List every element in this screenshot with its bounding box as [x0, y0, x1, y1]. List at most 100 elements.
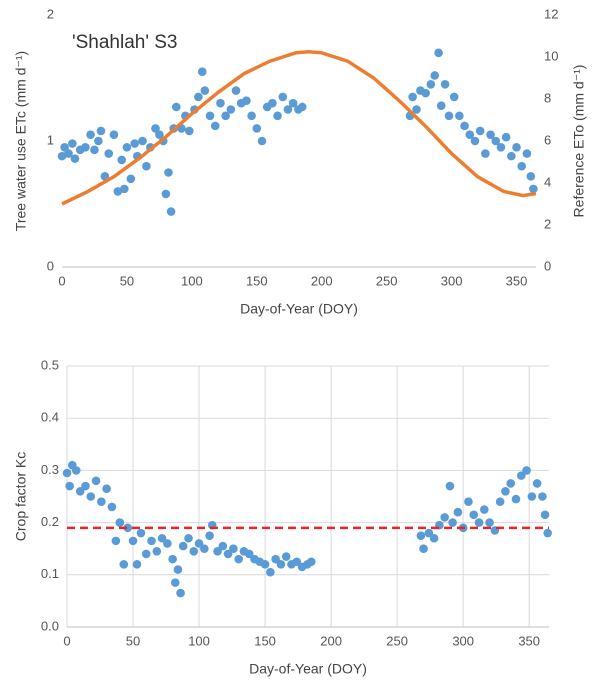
point [64, 149, 73, 158]
point [142, 161, 151, 171]
point [96, 126, 106, 136]
x-tick-label: 200 [320, 633, 342, 648]
point [205, 111, 215, 121]
y-tick-label: 0.1 [41, 566, 59, 581]
point [119, 560, 129, 569]
point [152, 547, 162, 556]
point [184, 126, 194, 136]
point [120, 184, 129, 194]
point [448, 518, 457, 527]
point [75, 486, 85, 496]
point [278, 92, 288, 102]
y2-tick-label: 0 [544, 258, 551, 273]
point [184, 533, 193, 543]
point [268, 98, 277, 108]
point [247, 111, 256, 121]
point [491, 136, 501, 146]
y2-tick-label: 2 [544, 216, 551, 231]
point [412, 105, 421, 114]
x-tick-label: 150 [246, 273, 268, 288]
y-axis-title: Crop factor Kc [13, 452, 29, 541]
point [71, 466, 81, 475]
point [113, 187, 123, 196]
x-tick-label: 350 [506, 273, 528, 288]
point [216, 98, 225, 108]
point [506, 479, 516, 488]
point [416, 531, 426, 540]
point [244, 549, 254, 559]
point [496, 143, 506, 152]
point [200, 86, 210, 95]
point [501, 132, 511, 142]
point [430, 71, 440, 80]
point [104, 149, 114, 158]
y-tick-label: 1 [47, 132, 54, 147]
point [507, 151, 516, 161]
point [210, 121, 220, 131]
point [94, 136, 103, 146]
point [107, 502, 117, 512]
point [283, 105, 293, 114]
x-tick-label: 250 [386, 633, 408, 648]
point [460, 121, 469, 131]
point [288, 98, 298, 108]
point [273, 111, 282, 121]
point [419, 544, 428, 553]
annotation: 'Shahlah' S3 [72, 32, 178, 53]
point [136, 528, 146, 538]
point [132, 560, 142, 569]
point [155, 130, 164, 139]
point [479, 505, 489, 514]
point [527, 492, 537, 501]
point [252, 124, 262, 133]
x-tick-label: 150 [254, 633, 276, 648]
point [421, 88, 430, 98]
point [123, 523, 133, 533]
point [86, 492, 96, 501]
point [213, 547, 222, 556]
point [465, 130, 475, 139]
point [197, 67, 207, 76]
point [102, 484, 111, 493]
point [445, 481, 455, 491]
point [57, 151, 67, 161]
point [234, 554, 243, 564]
y-tick-label: 0.3 [41, 462, 59, 477]
y2-tick-label: 6 [544, 132, 551, 147]
point [97, 497, 106, 507]
point [218, 541, 228, 551]
y-axis-title: Tree water use ETc (mm d⁻¹) [13, 51, 29, 231]
x-tick-label: 50 [120, 273, 134, 288]
point [297, 102, 307, 112]
y-tick-label: 0.0 [41, 618, 59, 633]
x-tick-label: 250 [376, 273, 398, 288]
point [543, 528, 552, 538]
point [170, 578, 180, 587]
point [532, 479, 542, 488]
point [512, 143, 521, 152]
y-tick-label: 0 [47, 258, 54, 273]
point [229, 544, 238, 553]
point [526, 171, 536, 181]
point [221, 111, 230, 121]
point [178, 541, 188, 551]
point [168, 554, 177, 564]
line [61, 49, 537, 206]
point [455, 111, 464, 121]
point [242, 96, 251, 105]
point [147, 536, 156, 546]
point [130, 139, 140, 148]
point [475, 126, 485, 136]
point [68, 139, 77, 148]
point [271, 554, 280, 564]
point [194, 539, 204, 548]
point [481, 149, 490, 158]
point [223, 549, 233, 559]
y-tick-label: 2 [47, 6, 54, 21]
point [522, 149, 532, 158]
x-tick-label: 300 [452, 633, 474, 648]
point [469, 510, 479, 520]
point [260, 560, 270, 569]
point [189, 547, 199, 556]
point [62, 468, 72, 478]
